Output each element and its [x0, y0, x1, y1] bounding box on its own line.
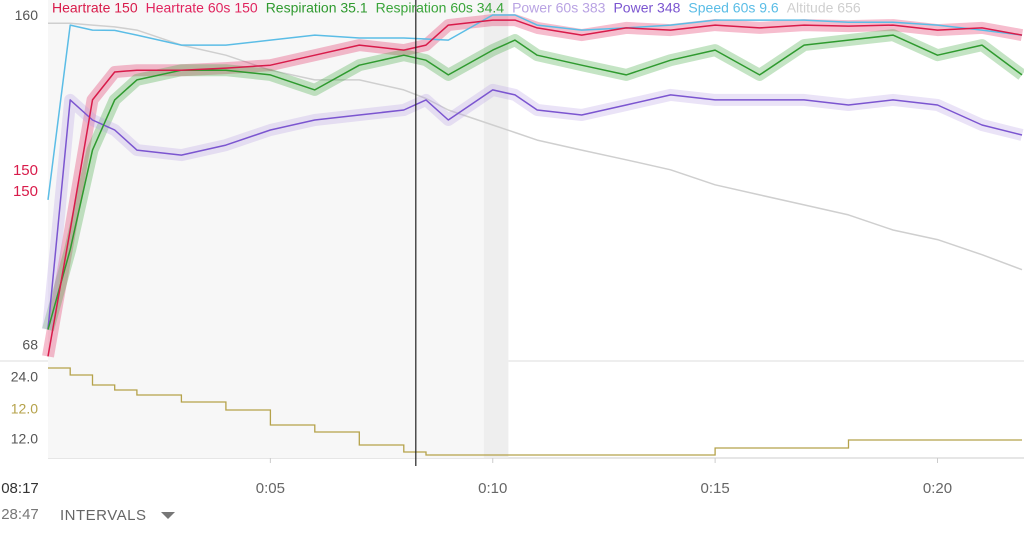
- series-line: [48, 22, 1023, 271]
- dropdown-arrow[interactable]: [161, 512, 175, 519]
- background-layer: [48, 0, 938, 463]
- time-total: 28:47: [1, 506, 39, 523]
- cursor-value: 150: [13, 183, 38, 200]
- button-label[interactable]: INTERVALS: [60, 507, 146, 524]
- x-tick-label: 0:05: [256, 480, 285, 497]
- button-bg[interactable]: [52, 502, 184, 530]
- overlay-layer: 68 160 0:05 0:10 0:15 0:20 24.0 12.0 12.0 150 150 H…: [11, 0, 952, 497]
- cursor-value: 150: [13, 162, 38, 179]
- x-tick-label: 0:20: [923, 480, 952, 497]
- series-line: [47, 19, 1023, 357]
- legend-entry: Speed 60s 9.6: [688, 0, 779, 16]
- legend-entry: Power 60s 383: [512, 0, 606, 16]
- y-tick-label: 160: [15, 7, 39, 23]
- legend-entry: Heartrate 150: [52, 0, 138, 16]
- lower-current-label: 12.0: [11, 401, 38, 417]
- x-tick-label: 0:15: [701, 480, 730, 497]
- time-start: 08:17: [1, 480, 39, 497]
- x-tick-label: 0:10: [478, 480, 507, 497]
- legend-entry: Heartrate 60s 150: [146, 0, 258, 16]
- legend-entry: Power 348: [613, 0, 680, 16]
- lower-label: 12.0: [11, 431, 38, 447]
- legend-entry: Respiration 35.1: [266, 0, 368, 16]
- lower-line: [48, 367, 1022, 456]
- intervals-button[interactable]: INTERVALS: [52, 502, 184, 530]
- y-tick-label: 68: [22, 336, 38, 352]
- lower-y-tick-label: 24.0: [11, 369, 38, 385]
- series-line: [47, 14, 1023, 200]
- plot-layer: [42, 14, 1024, 456]
- series-line: [47, 89, 1023, 330]
- highlight-region: [483, 0, 509, 458]
- series-line: [47, 34, 1023, 330]
- selection-region: [48, 0, 509, 458]
- legend-entry: Respiration 60s 34.4: [376, 0, 505, 16]
- legend-entry: Altitude 656: [787, 0, 861, 16]
